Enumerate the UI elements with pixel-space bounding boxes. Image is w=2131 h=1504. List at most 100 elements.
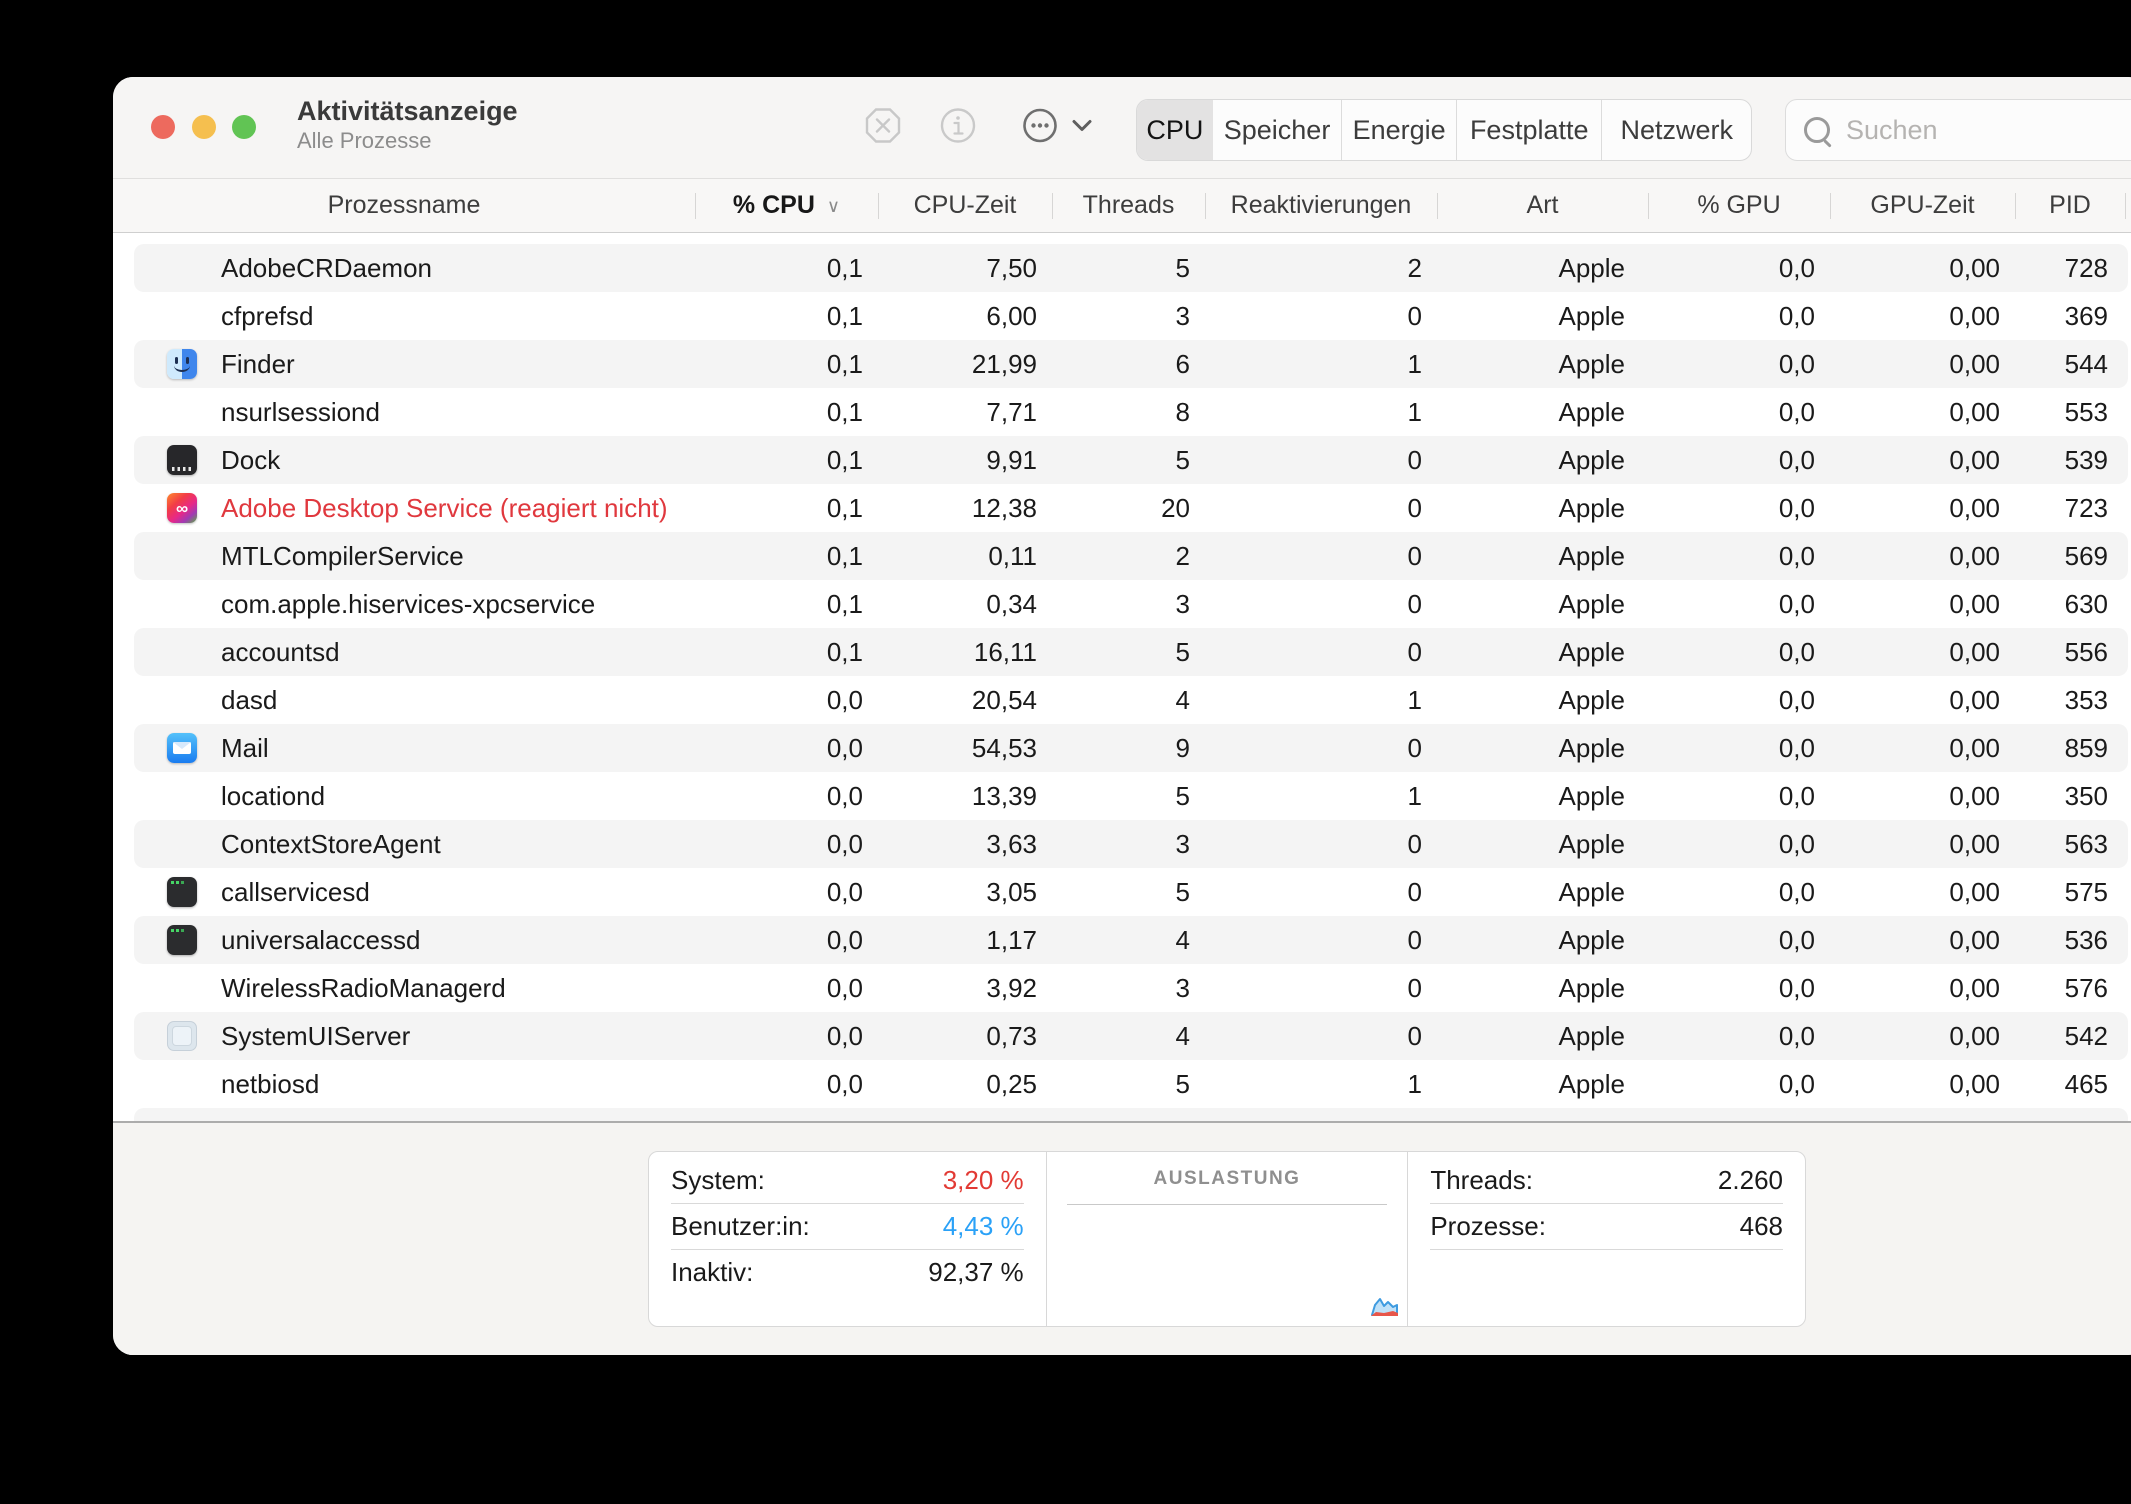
table-row[interactable]: Adobe Desktop Service (reagiert nicht) 0…	[134, 484, 2128, 532]
close-button[interactable]	[151, 115, 175, 139]
cpu-load-panel: System: 3,20 % Benutzer:in: 4,43 % Inakt…	[649, 1152, 1046, 1326]
process-name: accountsd	[221, 636, 340, 667]
art-cell: Apple	[1558, 972, 1626, 1003]
table-row[interactable]: ContextStoreAgent 0,0 3,63 3 0 Apple 0,0…	[134, 820, 2128, 868]
process-name-cell: Adobe Desktop Service (reagiert nicht)	[134, 493, 695, 524]
table-row[interactable]: MTLCompilerService 0,1 0,11 2 0 Apple 0,…	[134, 532, 2128, 580]
chevron-down-icon[interactable]	[1071, 119, 1093, 138]
table-row[interactable]: Mail 0,0 54,53 9 0 Apple 0,0 0,00 859	[134, 724, 2128, 772]
cpu-percent-cell: 0,0	[826, 1020, 863, 1051]
idle-label: Inaktiv:	[671, 1257, 754, 1287]
process-name: WirelessRadioManagerd	[221, 972, 506, 1003]
table-row[interactable]: accountsd 0,1 16,11 5 0 Apple 0,0 0,00 5…	[134, 628, 2128, 676]
pid-cell: 544	[2064, 348, 2108, 379]
column-header-prozessname[interactable]: Prozessname	[327, 191, 481, 219]
table-row[interactable]: WirelessRadioManagerd 0,0 3,92 3 0 Apple…	[134, 964, 2128, 1012]
gpu-percent-cell: 0,0	[1778, 540, 1815, 571]
table-row-partial[interactable]	[134, 1108, 2128, 1121]
column-header-reaktivierungen[interactable]: Reaktivierungen	[1230, 191, 1412, 219]
art-cell: Apple	[1558, 348, 1626, 379]
tab-cpu[interactable]: CPU	[1137, 100, 1213, 160]
cpu-time-cell: 0,73	[986, 1020, 1037, 1051]
cpu-graph-icon	[1369, 1296, 1401, 1323]
gpu-time-cell: 0,00	[1949, 252, 2000, 283]
gpu-percent-cell: 0,0	[1778, 1020, 1815, 1051]
cpu-percent-cell: 0,1	[826, 348, 863, 379]
info-icon[interactable]	[939, 107, 977, 150]
table-row[interactable]: SystemUIServer 0,0 0,73 4 0 Apple 0,0 0,…	[134, 1012, 2128, 1060]
window-title: Aktivitätsanzeige	[297, 96, 518, 126]
process-name: callservicesd	[221, 876, 370, 907]
column-header-cpu-zeit[interactable]: CPU-Zeit	[913, 191, 1017, 219]
gpu-percent-cell: 0,0	[1778, 300, 1815, 331]
process-icon	[167, 349, 197, 379]
table-row[interactable]: cfprefsd 0,1 6,00 3 0 Apple 0,0 0,00 369	[134, 292, 2128, 340]
table-row[interactable]: universalaccessd 0,0 1,17 4 0 Apple 0,0 …	[134, 916, 2128, 964]
cpu-time-cell: 0,34	[986, 588, 1037, 619]
process-name: AdobeCRDaemon	[221, 252, 433, 283]
more-options-icon[interactable]	[1022, 108, 1058, 149]
title-block: Aktivitätsanzeige Alle Prozesse	[297, 95, 518, 154]
header-separator	[2125, 193, 2126, 219]
table-row[interactable]: AdobeCRDaemon 0,1 7,50 5 2 Apple 0,0 0,0…	[134, 244, 2128, 292]
tab-speicher[interactable]: Speicher	[1223, 114, 1331, 145]
minimize-button[interactable]	[192, 115, 216, 139]
process-name-cell: Mail	[134, 733, 695, 764]
process-name-cell: universalaccessd	[134, 925, 695, 956]
search-field[interactable]	[1785, 99, 2131, 161]
search-input[interactable]	[1844, 113, 2131, 147]
gpu-time-cell: 0,00	[1949, 492, 2000, 523]
gpu-percent-cell: 0,0	[1778, 924, 1815, 955]
tab-energie[interactable]: Energie	[1341, 100, 1456, 160]
tab-festplatte[interactable]: Festplatte	[1455, 100, 1602, 160]
cpu-time-cell: 16,11	[973, 636, 1037, 667]
column-header-cpu[interactable]: % CPU ∨	[732, 191, 841, 219]
threads-cell: 4	[1175, 924, 1190, 955]
column-header-gpu-zeit[interactable]: GPU-Zeit	[1870, 191, 1975, 219]
gpu-percent-cell: 0,0	[1778, 492, 1815, 523]
column-header-art[interactable]: Art	[1526, 191, 1559, 219]
stop-process-icon[interactable]	[864, 107, 902, 150]
table-header: Prozessname % CPU ∨ CPU-Zeit Threads Rea…	[113, 178, 2131, 233]
process-icon	[167, 829, 197, 859]
table-row[interactable]: com.apple.hiservices-xpcservice 0,1 0,34…	[134, 580, 2128, 628]
threads-cell: 5	[1175, 780, 1190, 811]
art-cell: Apple	[1558, 1068, 1626, 1099]
table-row[interactable]: locationd 0,0 13,39 5 1 Apple 0,0 0,00 3…	[134, 772, 2128, 820]
art-cell: Apple	[1558, 828, 1626, 859]
wakeups-cell: 0	[1407, 444, 1422, 475]
column-header-pid[interactable]: PID	[2049, 191, 2091, 219]
table-row[interactable]: callservicesd 0,0 3,05 5 0 Apple 0,0 0,0…	[134, 868, 2128, 916]
table-row[interactable]: dasd 0,0 20,54 4 1 Apple 0,0 0,00 353	[134, 676, 2128, 724]
art-cell: Apple	[1558, 588, 1626, 619]
gpu-percent-cell: 0,0	[1778, 1068, 1815, 1099]
pid-cell: 556	[2064, 636, 2108, 667]
table-row[interactable]: Finder 0,1 21,99 6 1 Apple 0,0 0,00 544	[134, 340, 2128, 388]
header-separator	[1648, 193, 1649, 219]
gpu-time-cell: 0,00	[1949, 444, 2000, 475]
process-icon	[167, 1021, 197, 1051]
process-icon	[167, 301, 197, 331]
wakeups-cell: 0	[1407, 924, 1422, 955]
zoom-button[interactable]	[232, 115, 256, 139]
column-header-threads[interactable]: Threads	[1082, 191, 1175, 219]
header-separator	[1437, 193, 1438, 219]
column-header-gpu[interactable]: % GPU	[1697, 191, 1781, 219]
tab-netzwerk[interactable]: Netzwerk	[1601, 100, 1751, 160]
gpu-time-cell: 0,00	[1949, 828, 2000, 859]
threads-cell: 2	[1175, 540, 1190, 571]
gpu-time-cell: 0,00	[1949, 972, 2000, 1003]
threads-cell: 9	[1175, 732, 1190, 763]
cpu-time-cell: 20,54	[971, 684, 1037, 715]
threads-cell: 3	[1175, 588, 1190, 619]
cpu-percent-cell: 0,1	[826, 300, 863, 331]
system-label: System:	[671, 1165, 765, 1195]
cpu-time-cell: 12,38	[971, 492, 1037, 523]
table-row[interactable]: nsurlsessiond 0,1 7,71 8 1 Apple 0,0 0,0…	[134, 388, 2128, 436]
process-name-cell: netbiosd	[134, 1069, 695, 1100]
wakeups-cell: 1	[1407, 396, 1422, 427]
pid-cell: 576	[2064, 972, 2108, 1003]
table-row[interactable]: netbiosd 0,0 0,25 5 1 Apple 0,0 0,00 465	[134, 1060, 2128, 1108]
table-row[interactable]: Dock 0,1 9,91 5 0 Apple 0,0 0,00 539	[134, 436, 2128, 484]
process-icon	[167, 397, 197, 427]
